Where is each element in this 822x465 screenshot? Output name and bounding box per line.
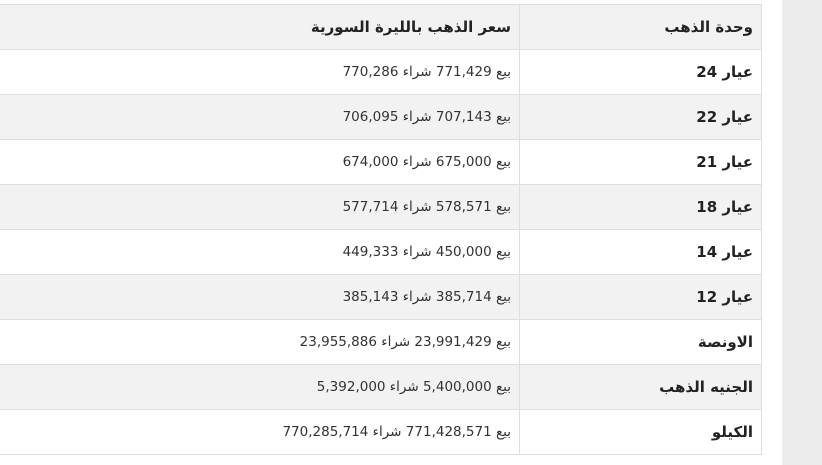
sidebar-strip xyxy=(782,0,822,465)
price-cell: بيع 5,400,000 شراء 5,392,000 xyxy=(0,364,520,410)
table-header-row: وحدة الذهب سعر الذهب بالليرة السورية xyxy=(0,4,762,50)
gold-unit-cell: عيار 18 xyxy=(519,184,762,230)
gold-unit-cell: عيار 12 xyxy=(519,274,762,320)
gold-price-table: وحدة الذهب سعر الذهب بالليرة السورية عيا… xyxy=(0,4,762,455)
table-row: عيار 22 بيع 707,143 شراء 706,095 xyxy=(0,94,762,140)
price-cell: بيع 450,000 شراء 449,333 xyxy=(0,229,520,275)
gold-unit-cell: الجنيه الذهب xyxy=(519,364,762,410)
price-cell: بيع 385,714 شراء 385,143 xyxy=(0,274,520,320)
price-cell: بيع 771,429 شراء 770,286 xyxy=(0,49,520,95)
gold-unit-cell: الاونصة xyxy=(519,319,762,365)
header-gold-unit: وحدة الذهب xyxy=(519,4,762,50)
table-row: الجنيه الذهب بيع 5,400,000 شراء 5,392,000 xyxy=(0,364,762,410)
price-cell: بيع 771,428,571 شراء 770,285,714 xyxy=(0,409,520,455)
gold-unit-cell: الكيلو xyxy=(519,409,762,455)
table-row: عيار 18 بيع 578,571 شراء 577,714 xyxy=(0,184,762,230)
table-row: الاونصة بيع 23,991,429 شراء 23,955,886 xyxy=(0,319,762,365)
price-cell: بيع 23,991,429 شراء 23,955,886 xyxy=(0,319,520,365)
price-cell: بيع 578,571 شراء 577,714 xyxy=(0,184,520,230)
gold-unit-cell: عيار 22 xyxy=(519,94,762,140)
table-row: عيار 12 بيع 385,714 شراء 385,143 xyxy=(0,274,762,320)
price-cell: بيع 675,000 شراء 674,000 xyxy=(0,139,520,185)
gold-unit-cell: عيار 24 xyxy=(519,49,762,95)
price-cell: بيع 707,143 شراء 706,095 xyxy=(0,94,520,140)
gold-unit-cell: عيار 14 xyxy=(519,229,762,275)
header-price-syp: سعر الذهب بالليرة السورية xyxy=(0,4,520,50)
table-row: عيار 21 بيع 675,000 شراء 674,000 xyxy=(0,139,762,185)
table-row: عيار 14 بيع 450,000 شراء 449,333 xyxy=(0,229,762,275)
gold-unit-cell: عيار 21 xyxy=(519,139,762,185)
table-row: عيار 24 بيع 771,429 شراء 770,286 xyxy=(0,49,762,95)
table-row: الكيلو بيع 771,428,571 شراء 770,285,714 xyxy=(0,409,762,455)
